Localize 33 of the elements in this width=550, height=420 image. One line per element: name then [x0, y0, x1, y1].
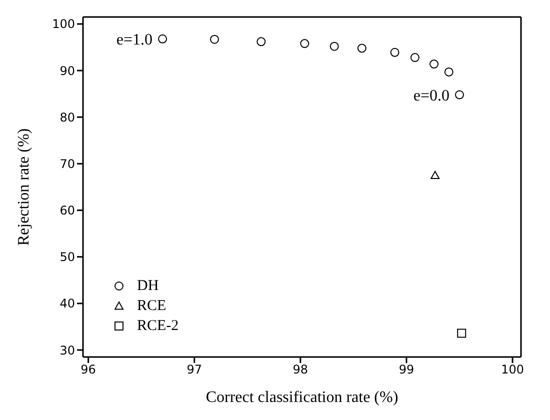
y-tick-label: 80 [60, 110, 75, 124]
point [390, 48, 400, 57]
y-tick-label: 60 [60, 204, 75, 218]
point [158, 34, 168, 44]
point [210, 34, 220, 44]
legend-label: DH [137, 277, 159, 296]
point [457, 328, 466, 338]
x-tick-label: 97 [186, 362, 202, 377]
y-tick-label: 90 [60, 64, 75, 78]
legend-label: RCE-2 [137, 317, 179, 336]
legend-label: RCE [137, 297, 166, 316]
x-tick-label: 100 [501, 362, 524, 377]
x-axis-title: Correct classification rate (%) [206, 389, 398, 406]
x-tick-label: 99 [398, 362, 414, 377]
y-tick-label: 30 [60, 343, 75, 358]
y-tick-label: 50 [60, 250, 75, 264]
point [444, 67, 454, 76]
point [300, 39, 310, 48]
y-tick-label: 40 [60, 296, 75, 311]
point [454, 90, 464, 100]
annotation: e=0.0 [413, 87, 450, 104]
point [430, 60, 439, 69]
point [256, 37, 266, 46]
x-tick-label: 98 [292, 362, 308, 377]
x-tick-label: 96 [80, 362, 96, 377]
y-tick-label: 100 [52, 17, 75, 32]
point [357, 44, 366, 53]
y-tick-label: 70 [60, 156, 75, 171]
point [430, 170, 440, 180]
y-axis-title: Rejection rate (%) [16, 128, 33, 246]
point [410, 53, 420, 62]
annotation: e=1.0 [116, 32, 153, 49]
point [330, 42, 339, 51]
